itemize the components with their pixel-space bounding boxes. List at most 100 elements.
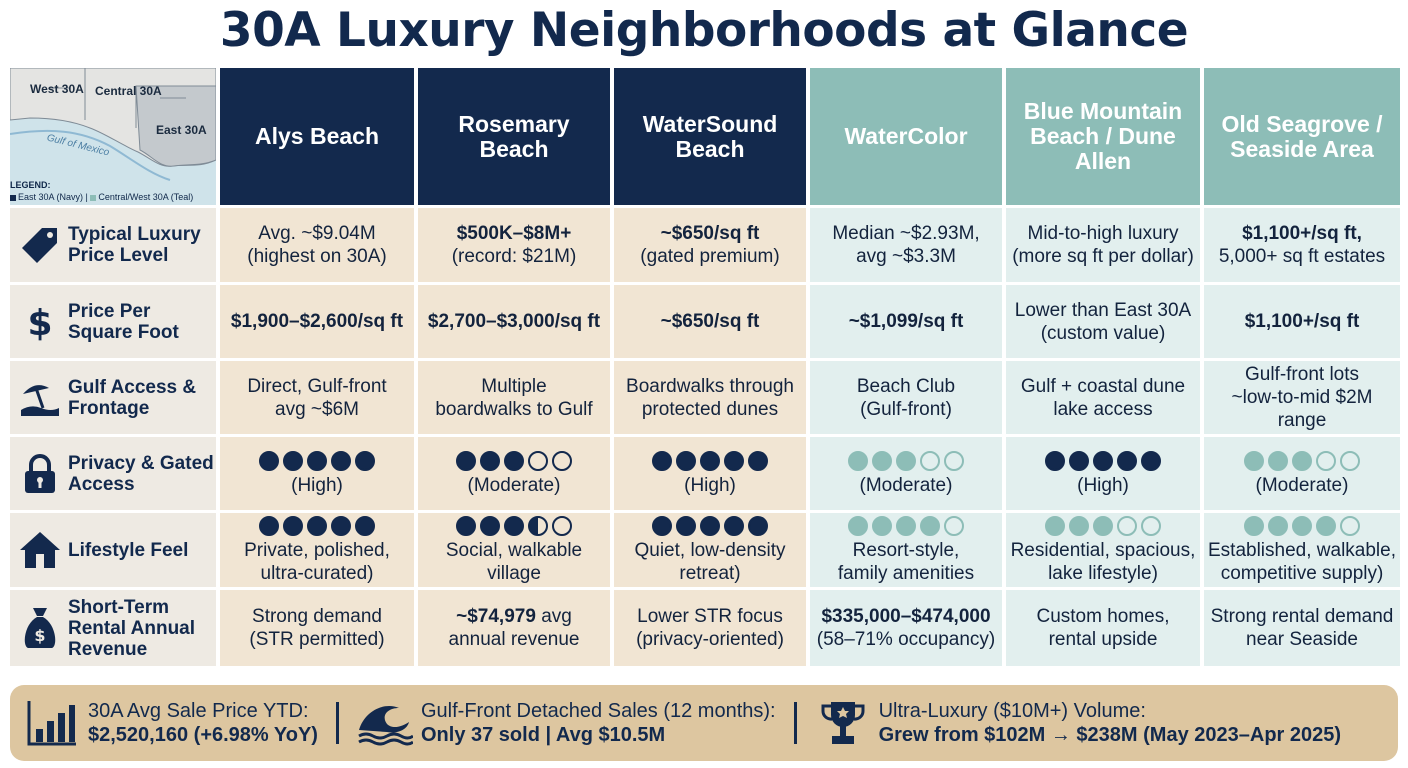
row-label-text: Price Per Square Foot [68, 300, 179, 343]
stat-value: Grew from $102M → $238M (May 2023–Apr 20… [878, 723, 1342, 746]
lifestyle-alys: Private, polished, ultra-curated) [220, 510, 414, 587]
price-level-old-seagrove: $1,100+/sq ft, 5,000+ sq ft estates [1204, 205, 1400, 282]
cell-line-2: ultra-curated) [260, 562, 374, 584]
rating-dot [1093, 450, 1113, 471]
rating-text: (Moderate) [467, 474, 561, 496]
cell-line-1: Direct, Gulf-front [247, 375, 387, 397]
rating-dots [652, 450, 768, 471]
rating-dot [307, 515, 327, 536]
cell-line-1: Established, walkable, [1208, 539, 1396, 561]
rating-text: (High) [291, 474, 343, 496]
rating-dot [331, 450, 351, 471]
rating-dot [504, 515, 524, 536]
cell-line-1: Median ~$2.93M, [832, 223, 980, 244]
rating-dot [1117, 515, 1137, 536]
cell-line-2: (more sq ft per dollar) [1012, 246, 1194, 267]
cell-line-2: avg ~$6M [275, 398, 359, 420]
rating-dot [1316, 515, 1336, 536]
cell-line-1: Gulf + coastal dune [1020, 375, 1186, 397]
cell-line-2: (highest on 30A) [247, 246, 387, 267]
rating-dot [1117, 450, 1137, 471]
row-label-str: $ Short-Term Rental Annual Revenue [10, 587, 216, 666]
cell-line-1: Beach Club [856, 375, 956, 397]
cell-line-2: 5,000+ sq ft estates [1218, 246, 1386, 267]
map-label-west: West 30A [30, 82, 84, 96]
cell-line-1: Strong demand [252, 606, 382, 627]
rating-dot [307, 450, 327, 471]
rating-dot [724, 515, 744, 536]
rating-dot [1141, 450, 1161, 471]
rating-dots [259, 515, 375, 536]
rating-dot [480, 515, 500, 536]
rating-dot [1268, 515, 1288, 536]
gulf-access-rosemary: Multiple boardwalks to Gulf [418, 358, 610, 434]
rating-dots [259, 450, 375, 471]
cell-line-1: Strong rental demand [1210, 606, 1394, 627]
legend-navy-swatch [10, 194, 16, 201]
cell-line-1: Avg. ~$9.04M [258, 223, 376, 244]
rating-dot [456, 450, 476, 471]
rating-text: (High) [1077, 474, 1129, 496]
cell-line-2: lake access [1053, 398, 1153, 420]
header-old-seagrove: Old Seagrove / Seaside Area [1204, 68, 1400, 205]
cell-line-2: (privacy-oriented) [636, 629, 784, 650]
price-sqft-watersound: ~$650/sq ft [614, 282, 806, 358]
rating-text: (High) [684, 474, 736, 496]
cell-line-1: Social, walkable [445, 539, 583, 561]
price-tag-icon [18, 223, 62, 267]
rating-dot [283, 450, 303, 471]
rating-dot [528, 450, 548, 471]
gulf-access-watersound: Boardwalks through protected dunes [614, 358, 806, 434]
rating-dot [259, 450, 279, 471]
rating-dot [504, 450, 524, 471]
rating-dot [676, 450, 696, 471]
header-blue-mountain: Blue Mountain Beach / Dune Allen [1006, 68, 1200, 205]
row-label-text: Privacy & Gated Access [68, 452, 214, 495]
stat-label: Ultra-Luxury ($10M+) Volume: [878, 699, 1146, 722]
price-level-blue-mountain: Mid-to-high luxury (more sq ft per dollar… [1006, 205, 1200, 282]
svg-text:$: $ [27, 303, 52, 342]
cell-line-1: Residential, spacious, [1010, 539, 1196, 561]
stat-value: Only 37 sold | Avg $10.5M [420, 723, 666, 746]
cell-line-1: Quiet, low-density [634, 539, 786, 561]
cell-line-1: ~$1,099/sq ft [848, 311, 964, 332]
rating-text: (Moderate) [1255, 474, 1349, 496]
cell-line-2: rental upside [1048, 629, 1158, 650]
rating-dot [1340, 450, 1360, 471]
lifestyle-watersound: Quiet, low-density retreat) [614, 510, 806, 587]
row-label-lifestyle: Lifestyle Feel [10, 510, 216, 587]
cell-line-2: annual revenue [448, 629, 580, 650]
rating-dot [1045, 450, 1065, 471]
cell-line-1: ~$650/sq ft [660, 311, 760, 332]
stats-divider [335, 702, 339, 744]
rating-dot [896, 515, 916, 536]
rating-dots [1045, 450, 1161, 471]
cell-line-1: Lower than East 30A [1014, 299, 1192, 321]
rating-dot [1292, 515, 1312, 536]
str-old-seagrove: Strong rental demand near Seaside [1204, 587, 1400, 666]
cell-line-2: boardwalks to Gulf [435, 398, 593, 420]
header-alys-beach: Alys Beach [220, 68, 414, 205]
header-watersound-beach: WaterSound Beach [614, 68, 806, 205]
price-level-alys: Avg. ~$9.04M (highest on 30A) [220, 205, 414, 282]
rating-dot [652, 450, 672, 471]
rating-dot [1244, 450, 1264, 471]
stat-label: 30A Avg Sale Price YTD: [88, 699, 309, 722]
rating-dot [652, 515, 672, 536]
stat-ultra-luxury-volume: Ultra-Luxury ($10M+) Volume: Grew from $… [815, 685, 1341, 761]
str-value: ~$74,979 [456, 606, 536, 627]
row-label-price-level: Typical Luxury Price Level [10, 205, 216, 282]
cell-line-2: retreat) [679, 562, 741, 584]
cell-line-2: near Seaside [1246, 629, 1358, 650]
price-sqft-watercolor: ~$1,099/sq ft [810, 282, 1002, 358]
rating-dot [355, 515, 375, 536]
row-label-privacy: Privacy & Gated Access [10, 434, 216, 510]
map-legend: LEGEND: East 30A (Navy) | Central/West 3… [10, 179, 216, 203]
cell-line-1: Custom homes, [1036, 606, 1170, 627]
header-rosemary-beach: Rosemary Beach [418, 68, 610, 205]
cell-line-2: (STR permitted) [249, 629, 385, 650]
rating-dots [848, 515, 964, 536]
cell-line-2: (custom value) [1040, 322, 1166, 344]
cell-line-1: Gulf-front lots [1244, 364, 1360, 385]
rating-dot [676, 515, 696, 536]
